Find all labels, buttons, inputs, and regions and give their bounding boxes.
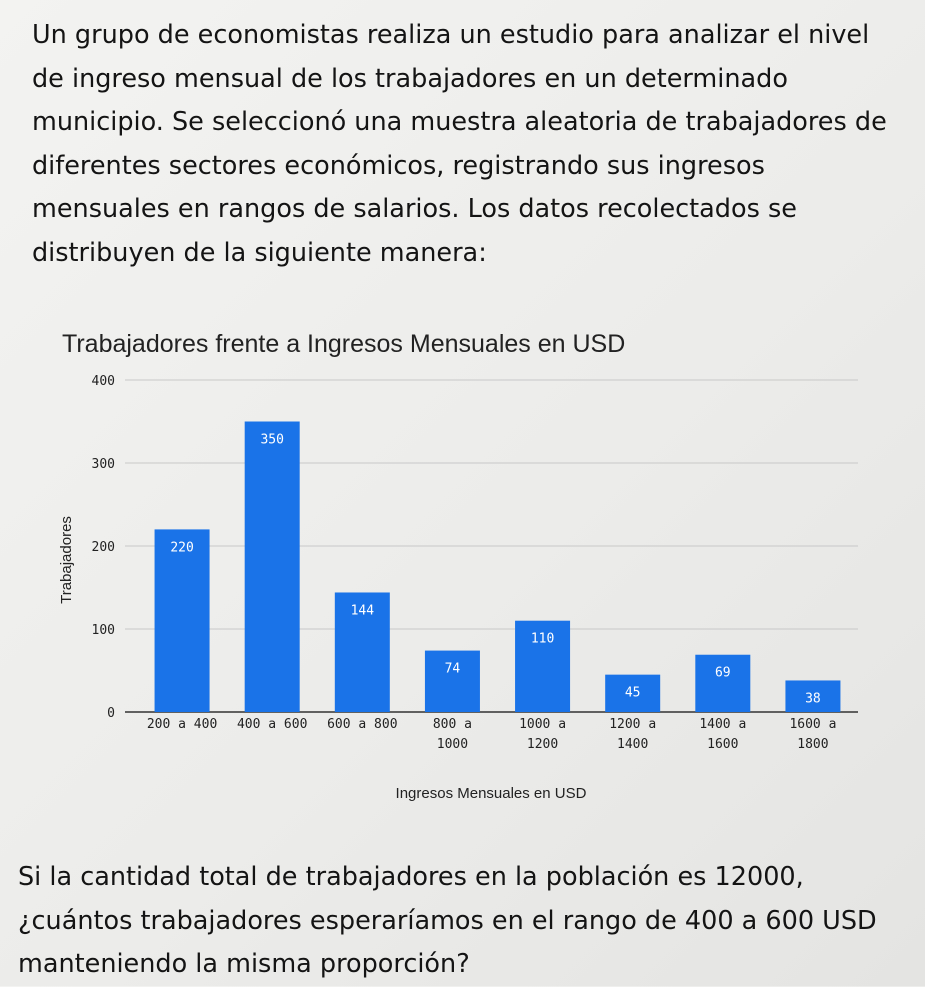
bar-chart: Trabajadores frente a Ingresos Mensuales…	[58, 330, 858, 802]
x-tick-label: 800 a	[433, 717, 472, 732]
y-tick-label: 300	[92, 457, 115, 472]
bar	[785, 680, 841, 712]
x-tick-label: 400 a 600	[237, 717, 307, 732]
y-axis-label: Trabajadores	[58, 516, 75, 604]
problem-question: Si la cantidad total de trabajadores en …	[18, 862, 877, 979]
x-tick-label: 1400 a	[699, 717, 746, 732]
x-tick-label: 1000	[437, 737, 468, 752]
bar-value-label: 144	[351, 603, 375, 618]
y-tick-label: 400	[92, 374, 115, 389]
bar-value-label: 45	[625, 686, 641, 701]
bar-value-label: 69	[715, 666, 731, 681]
y-tick-label: 100	[92, 623, 115, 638]
x-tick-label: 1600	[707, 737, 738, 752]
bar-value-label: 74	[445, 662, 461, 677]
chart-title: Trabajadores frente a Ingresos Mensuales…	[62, 330, 625, 358]
x-tick-label: 600 a 800	[327, 717, 397, 732]
bars: 220 350 144 74 110 45 69 38	[154, 421, 841, 712]
x-tick-label: 1200	[527, 737, 558, 752]
y-axis-ticks: 0 100 200 300 400	[92, 374, 115, 721]
x-tick-label: 1200 a	[609, 717, 656, 732]
bar	[424, 650, 480, 712]
bar-value-label: 110	[531, 632, 554, 647]
bar	[515, 620, 571, 712]
bar-value-label: 38	[805, 691, 821, 706]
bar-value-label: 350	[260, 433, 283, 448]
bar	[605, 674, 661, 712]
y-tick-label: 200	[92, 540, 115, 555]
bar	[244, 421, 300, 712]
x-tick-label: 1400	[617, 737, 648, 752]
x-tick-label: 1800	[797, 737, 828, 752]
problem-intro: Un grupo de economistas realiza un estud…	[32, 20, 887, 268]
bar	[154, 529, 210, 712]
x-axis-label: Ingresos Mensuales en USD	[396, 785, 587, 802]
bar	[334, 592, 390, 712]
y-tick-label: 0	[107, 706, 115, 721]
x-tick-label: 1000 a	[519, 717, 566, 732]
x-tick-label: 200 a 400	[147, 717, 217, 732]
x-tick-label: 1600 a	[789, 717, 836, 732]
x-axis-ticks: 200 a 400 400 a 600 600 a 800 800 a 1000 1000…	[147, 717, 837, 752]
bar	[695, 654, 751, 712]
bar-value-label: 220	[170, 540, 193, 555]
